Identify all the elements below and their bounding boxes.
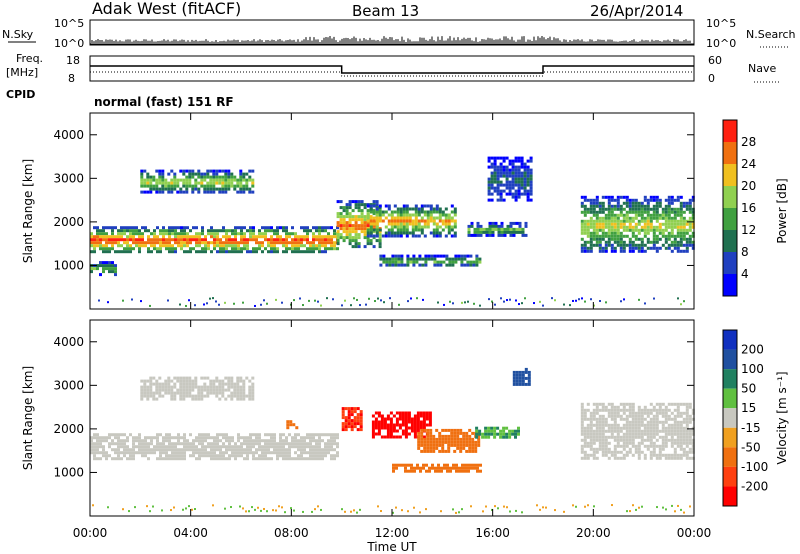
colorbar-tick-label: -15 bbox=[741, 421, 761, 435]
power-colorbar: 4 8 12 16 20 24 28 bbox=[722, 119, 756, 297]
noise-right-tick-top: 10^5 bbox=[706, 17, 736, 30]
date-title: 26/Apr/2014 bbox=[590, 2, 683, 20]
x-tick-label: 16:00 bbox=[475, 526, 510, 540]
power-ylabel: Slant Range [km] bbox=[21, 159, 35, 263]
colorbar-tick-label: 100 bbox=[741, 362, 764, 376]
velocity-ylabel: Slant Range [km] bbox=[21, 366, 35, 470]
noise-right-tick-bottom: 10^0 bbox=[706, 37, 736, 50]
noise-sky-series bbox=[91, 36, 691, 43]
colorbar-tick-label: 15 bbox=[741, 401, 756, 415]
colorbar-tick-label: 50 bbox=[741, 382, 756, 396]
station-title: Adak West (fitACF) bbox=[92, 0, 241, 18]
power-panel: 1000 2000 3000 4000 Slant Range [km] 4 8 12 16… bbox=[21, 112, 789, 310]
velocity-colorbar-label: Velocity [m s⁻¹] bbox=[775, 371, 789, 464]
nave-label: Nave bbox=[748, 62, 776, 75]
program-label: normal (fast) 151 RF bbox=[94, 95, 234, 109]
velocity-colorbar: 200 100 50 15 -15 -50 -100 -200 bbox=[722, 329, 768, 507]
x-tick-label: 00:00 bbox=[73, 526, 108, 540]
x-tick-label: 08:00 bbox=[274, 526, 309, 540]
power-axes: 1000 2000 3000 4000 bbox=[53, 113, 695, 309]
nave-tick-top: 60 bbox=[708, 54, 722, 67]
colorbar-tick-label: 28 bbox=[741, 135, 756, 149]
y-tick-label: 2000 bbox=[53, 215, 84, 229]
colorbar-tick-label: 20 bbox=[741, 179, 756, 193]
colorbar-tick-label: -100 bbox=[741, 460, 768, 474]
x-tick-label: 20:00 bbox=[576, 526, 611, 540]
y-tick-label: 3000 bbox=[53, 378, 84, 392]
x-axis-ticks: 00:00 04:00 08:00 12:00 16:00 20:00 00:00 bbox=[73, 526, 712, 540]
colorbar-tick-label: 200 bbox=[741, 343, 764, 357]
noise-left-tick-bottom: 10^0 bbox=[54, 37, 84, 50]
y-tick-label: 1000 bbox=[53, 465, 84, 479]
colorbar-tick-label: -50 bbox=[741, 440, 761, 454]
colorbar-tick-label: 16 bbox=[741, 201, 756, 215]
noise-sky-label: N.Sky bbox=[2, 28, 34, 41]
colorbar-tick-label: 24 bbox=[741, 157, 756, 171]
nave-tick-bottom: 0 bbox=[708, 72, 715, 85]
power-heatmap bbox=[90, 156, 695, 307]
velocity-heatmap bbox=[90, 367, 695, 514]
noise-panel: N.Sky 10^5 10^0 10^5 10^0 N.Search bbox=[2, 17, 796, 50]
y-tick-label: 1000 bbox=[53, 258, 84, 272]
cpid-label: CPID bbox=[6, 88, 35, 101]
freq-tick-top: 18 bbox=[66, 54, 80, 67]
y-tick-label: 4000 bbox=[53, 335, 84, 349]
freq-label-line1: Freq. bbox=[16, 52, 43, 65]
velocity-axes: 1000 2000 3000 4000 bbox=[53, 320, 695, 516]
y-tick-label: 3000 bbox=[53, 171, 84, 185]
velocity-panel: 1000 2000 3000 4000 Slant Range [km] 200 100… bbox=[21, 319, 789, 517]
colorbar-tick-label: -200 bbox=[741, 479, 768, 493]
power-colorbar-label: Power [dB] bbox=[775, 178, 789, 243]
colorbar-tick-label: 8 bbox=[741, 245, 749, 259]
x-tick-label: 00:00 bbox=[677, 526, 712, 540]
x-tick-label: 12:00 bbox=[375, 526, 410, 540]
freq-tick-bottom: 8 bbox=[68, 72, 75, 85]
y-tick-label: 4000 bbox=[53, 128, 84, 142]
colorbar-tick-label: 12 bbox=[741, 223, 756, 237]
beam-title: Beam 13 bbox=[352, 2, 419, 20]
y-tick-label: 2000 bbox=[53, 422, 84, 436]
colorbar-tick-label: 4 bbox=[741, 267, 749, 281]
x-tick-label: 04:00 bbox=[173, 526, 208, 540]
noise-left-tick-top: 10^5 bbox=[54, 17, 84, 30]
x-axis-label: Time UT bbox=[366, 540, 417, 554]
frequency-panel: Freq. [MHz] CPID 18 8 60 0 Nave normal (… bbox=[6, 52, 780, 109]
noise-search-label: N.Search bbox=[746, 28, 796, 41]
freq-label-line2: [MHz] bbox=[6, 66, 38, 79]
